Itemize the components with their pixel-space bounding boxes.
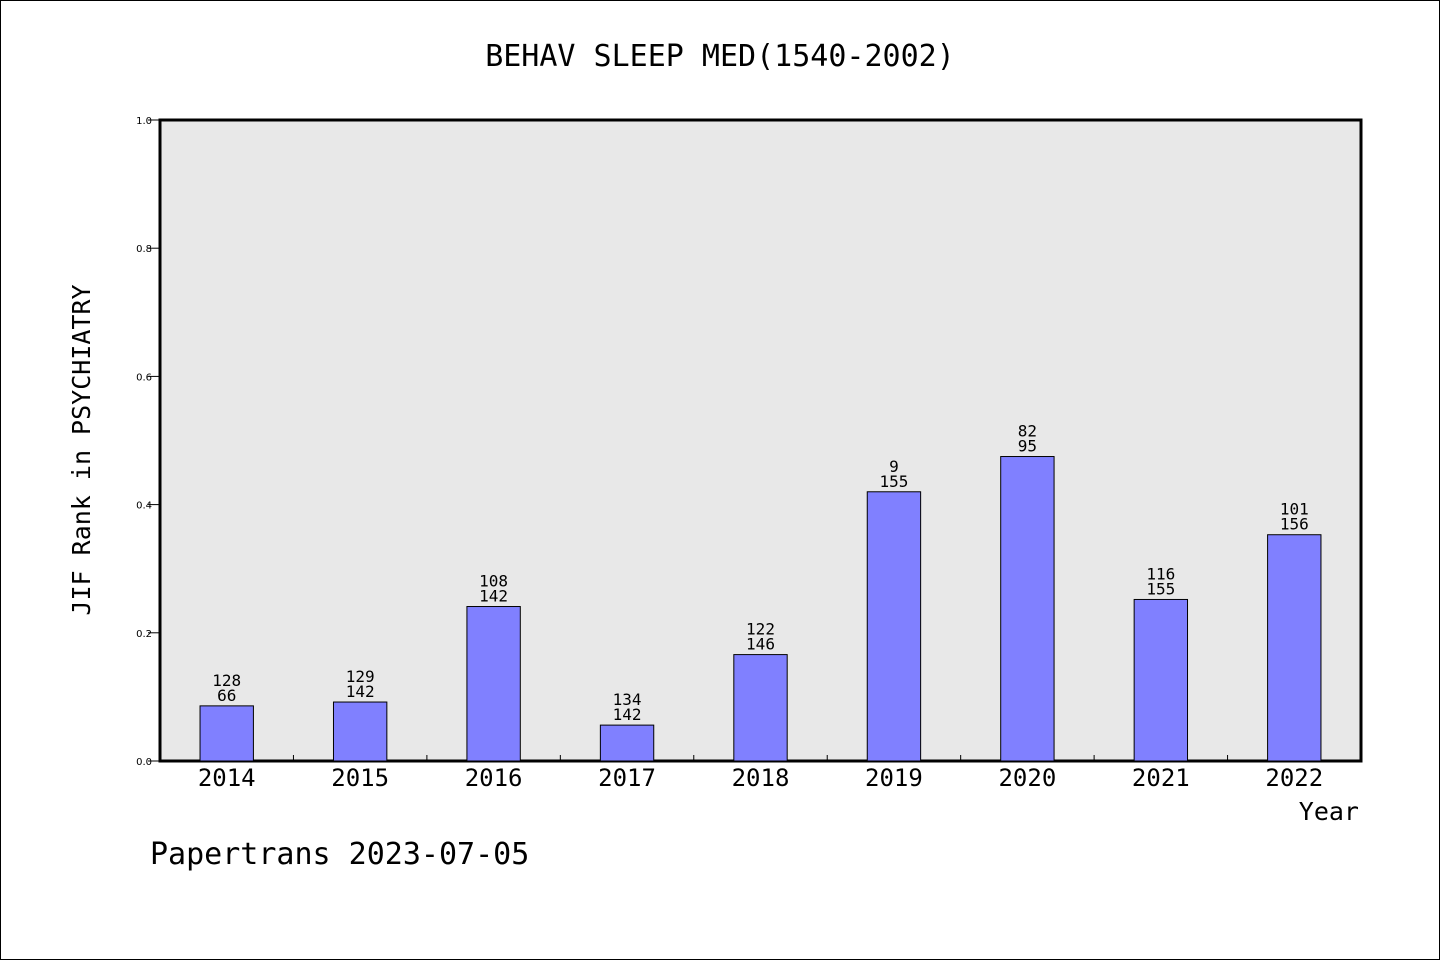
x-axis-ticks: 2014 2015 2016 2017 2018 2019 2020 2021 2022 xyxy=(198,755,1323,792)
bar-2015 xyxy=(332,701,388,762)
bar-total-label: 142 xyxy=(613,705,642,724)
bar-total-label: 156 xyxy=(1280,515,1309,534)
bars: 1286612914210814213414212214691558295116… xyxy=(199,422,1322,762)
bar-2016 xyxy=(466,606,521,762)
x-tick-label: 2022 xyxy=(1265,764,1323,792)
x-tick-label: 2018 xyxy=(732,764,790,792)
x-tick-label: 2017 xyxy=(598,764,656,792)
bar-2019 xyxy=(866,491,922,762)
bar-2021 xyxy=(1133,598,1189,762)
bar-rank-label: 128 xyxy=(212,671,241,690)
x-tick-label: 2014 xyxy=(198,764,256,792)
bar-2017 xyxy=(599,724,655,762)
y-tick-label: 0.4 xyxy=(136,501,152,512)
bar-total-label: 142 xyxy=(346,682,375,701)
chart-title: BEHAV SLEEP MED(1540-2002) xyxy=(485,39,955,74)
bar-total-label: 142 xyxy=(479,587,508,606)
bar-2020 xyxy=(1000,456,1055,762)
x-tick-label: 2016 xyxy=(465,764,523,792)
bar-rank-label: 122 xyxy=(746,620,775,639)
y-axis-title: JIF Rank in PSYCHIATRY xyxy=(67,284,96,615)
bar-rank-label: 82 xyxy=(1018,422,1037,441)
y-tick-label: 0.2 xyxy=(136,629,152,640)
bar-total-label: 155 xyxy=(1146,579,1175,598)
y-tick-label: 1.0 xyxy=(136,116,152,127)
bar-2014 xyxy=(199,705,254,762)
x-axis-title: Year xyxy=(1299,797,1359,826)
footer-watermark: Papertrans 2023-07-05 xyxy=(150,837,529,872)
bar-rank-label: 129 xyxy=(346,667,375,686)
bar-total-label: 66 xyxy=(217,686,236,705)
y-axis-ticks: 0.0 0.2 0.4 0.6 0.8 1.0 xyxy=(136,116,160,768)
bar-total-label: 155 xyxy=(879,472,908,491)
y-tick-label: 0.0 xyxy=(136,757,152,768)
x-tick-label: 2019 xyxy=(865,764,923,792)
bar-rank-label: 116 xyxy=(1146,564,1175,583)
bar-total-label: 146 xyxy=(746,635,775,654)
bar-2022 xyxy=(1267,534,1322,762)
y-tick-label: 0.6 xyxy=(136,372,152,383)
x-tick-label: 2021 xyxy=(1132,764,1190,792)
bar-rank-label: 9 xyxy=(889,457,899,476)
x-tick-label: 2020 xyxy=(998,764,1056,792)
bar-rank-label: 108 xyxy=(479,572,508,591)
y-tick-label: 0.8 xyxy=(136,244,152,255)
bar-total-label: 95 xyxy=(1018,437,1037,456)
bar-2018 xyxy=(733,654,788,762)
bar-rank-label: 134 xyxy=(613,690,642,709)
bar-rank-label: 101 xyxy=(1280,500,1309,519)
x-tick-label: 2015 xyxy=(331,764,389,792)
